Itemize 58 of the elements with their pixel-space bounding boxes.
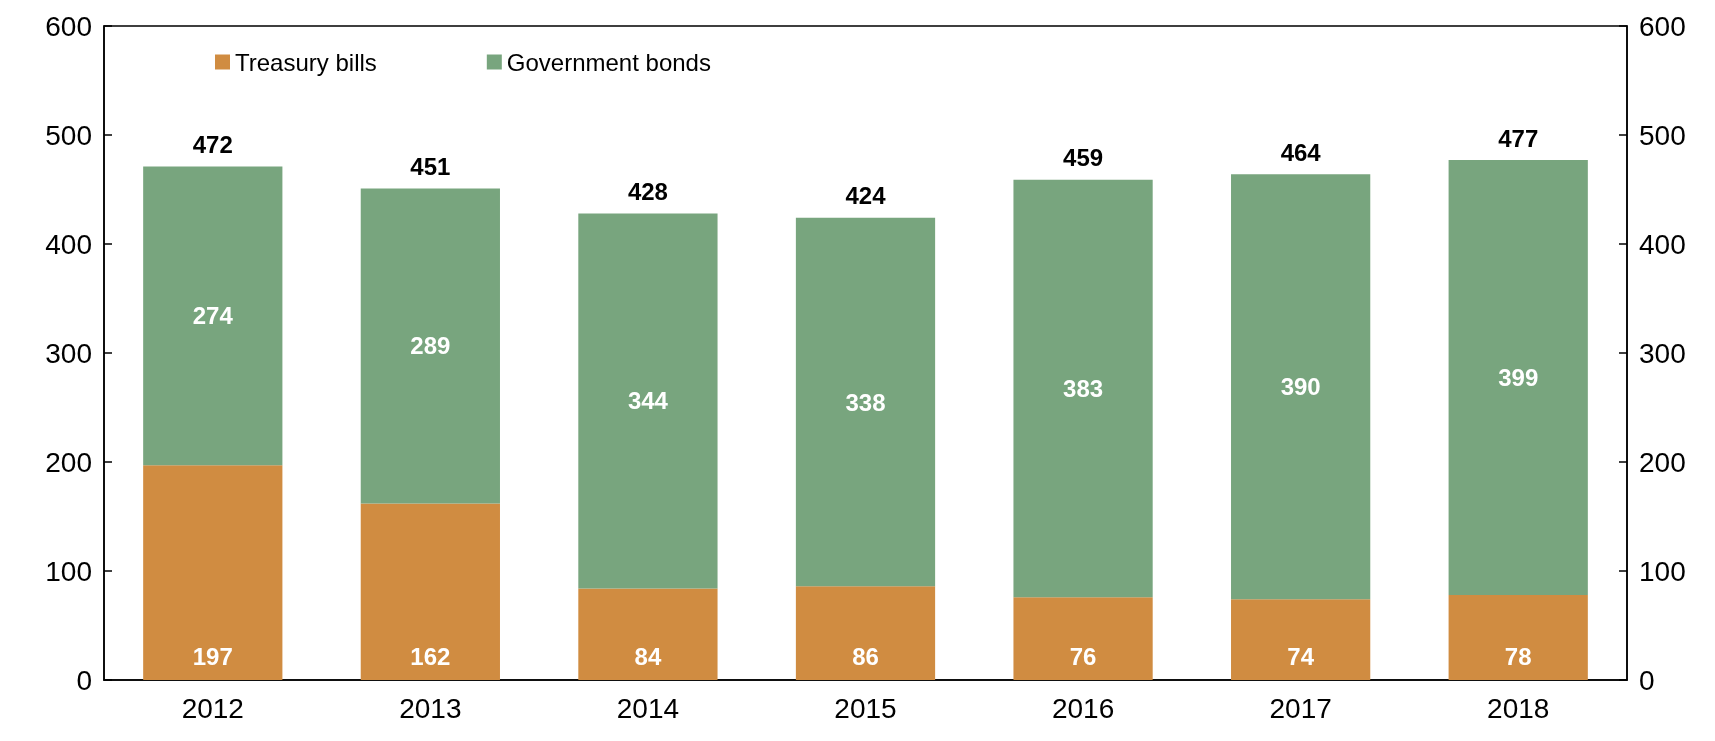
data-label: 86 (852, 642, 879, 670)
y2-tick-label: 400 (1639, 228, 1686, 260)
y2-tick-label: 300 (1639, 337, 1686, 369)
y-tick-label: 500 (45, 119, 92, 151)
y-tick-label: 300 (45, 337, 92, 369)
y2-tick-label: 500 (1639, 119, 1686, 151)
y-tick-label: 600 (45, 10, 92, 42)
bar (1448, 594, 1588, 680)
bar (1231, 174, 1371, 600)
total-label: 424 (845, 182, 887, 210)
x-tick-label: 2018 (1487, 692, 1550, 724)
total-label: 459 (1063, 144, 1104, 172)
legend-label: Government bonds (506, 48, 711, 76)
bar (1013, 597, 1153, 680)
bar (795, 217, 936, 587)
data-label: 383 (1063, 374, 1104, 402)
y-tick-label: 0 (76, 664, 92, 696)
total-label: 451 (410, 152, 451, 180)
data-label: 390 (1280, 373, 1321, 401)
data-label: 344 (627, 387, 669, 415)
y2-tick-label: 0 (1639, 664, 1655, 696)
x-tick-label: 2014 (616, 692, 680, 724)
y2-tick-label: 100 (1639, 555, 1686, 587)
bar (143, 465, 283, 680)
data-label: 74 (1287, 642, 1315, 670)
x-tick-label: 2015 (834, 692, 897, 724)
data-label: 162 (410, 642, 451, 670)
data-label: 289 (410, 332, 451, 360)
bar (1013, 179, 1153, 598)
x-tick-label: 2016 (1051, 692, 1115, 724)
total-label: 464 (1280, 138, 1322, 166)
y-tick-label: 100 (45, 555, 92, 587)
bar (143, 166, 283, 466)
data-label: 399 (1498, 364, 1539, 392)
data-label: 274 (192, 302, 234, 330)
data-label: 78 (1504, 642, 1532, 670)
bar (360, 503, 500, 680)
data-label: 76 (1069, 642, 1097, 670)
y2-tick-label: 200 (1639, 446, 1686, 478)
data-label: 338 (845, 388, 886, 416)
total-label: 477 (1498, 124, 1539, 152)
bar (1448, 160, 1588, 595)
total-label: 428 (627, 177, 668, 205)
y-tick-label: 200 (45, 446, 92, 478)
y2-tick-label: 600 (1639, 10, 1686, 42)
data-label: 84 (634, 642, 662, 670)
data-label: 197 (192, 642, 233, 670)
bar (795, 586, 936, 680)
bar (360, 188, 500, 504)
x-tick-label: 2017 (1269, 692, 1332, 724)
bar (1231, 599, 1371, 680)
y-tick-label: 400 (45, 228, 92, 260)
bar (578, 588, 718, 680)
x-tick-label: 2013 (399, 692, 462, 724)
bar (578, 213, 718, 589)
legend-label: Treasury bills (235, 48, 377, 76)
x-tick-label: 2012 (181, 692, 244, 724)
total-label: 472 (192, 131, 233, 159)
